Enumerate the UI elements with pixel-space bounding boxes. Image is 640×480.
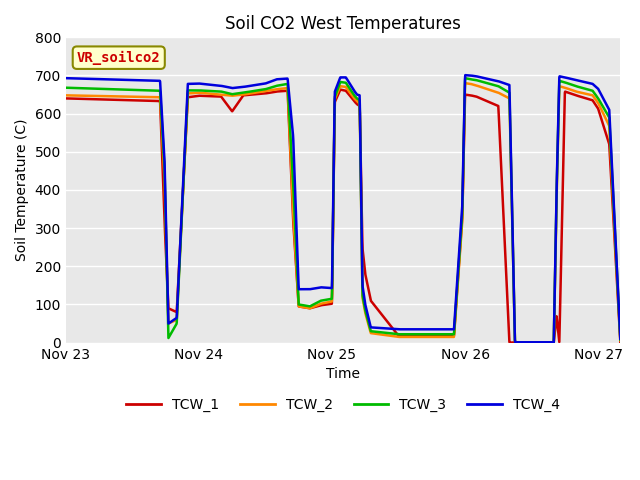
Line: TCW_1: TCW_1 [66, 90, 620, 343]
TCW_2 [90, 93, 98, 99]
TCW_3 [62, 85, 70, 91]
TCW_3 [461, 75, 469, 81]
TCW_3 [601, 107, 609, 112]
TCW_4 [317, 285, 324, 290]
TCW_2 [601, 113, 609, 119]
TCW_1 [601, 127, 609, 133]
TCW_2 [511, 339, 519, 345]
TCW_4 [601, 98, 609, 104]
TCW_1 [337, 87, 344, 93]
TCW_2 [62, 93, 70, 98]
TCW_1 [616, 339, 624, 345]
Line: TCW_3: TCW_3 [66, 78, 620, 342]
TCW_4 [90, 76, 98, 82]
TCW_1 [90, 96, 98, 102]
TCW_4 [461, 72, 469, 78]
X-axis label: Time: Time [326, 367, 360, 381]
TCW_4 [511, 339, 519, 345]
TCW_3 [616, 337, 624, 343]
Y-axis label: Soil Temperature (C): Soil Temperature (C) [15, 119, 29, 261]
TCW_4 [332, 87, 339, 93]
TCW_1 [62, 96, 70, 101]
Legend: TCW_1, TCW_2, TCW_3, TCW_4: TCW_1, TCW_2, TCW_3, TCW_4 [120, 392, 566, 418]
Title: Soil CO2 West Temperatures: Soil CO2 West Temperatures [225, 15, 461, 33]
TCW_3 [601, 107, 609, 113]
Line: TCW_4: TCW_4 [66, 75, 620, 342]
TCW_1 [317, 302, 324, 308]
TCW_3 [511, 339, 519, 345]
TCW_3 [317, 298, 324, 304]
TCW_2 [499, 92, 506, 98]
TCW_2 [317, 301, 324, 307]
TCW_1 [332, 98, 339, 104]
TCW_2 [601, 114, 609, 120]
TCW_1 [506, 340, 513, 346]
Line: TCW_2: TCW_2 [66, 83, 620, 342]
TCW_3 [499, 86, 506, 92]
TCW_4 [499, 80, 506, 85]
TCW_1 [601, 126, 609, 132]
TCW_4 [601, 98, 609, 104]
TCW_3 [90, 86, 98, 92]
TCW_4 [62, 75, 70, 81]
TCW_2 [616, 337, 624, 343]
TCW_2 [332, 95, 339, 100]
TCW_4 [616, 336, 624, 342]
Text: VR_soilco2: VR_soilco2 [77, 50, 161, 65]
TCW_3 [332, 93, 339, 98]
TCW_1 [499, 196, 506, 202]
TCW_2 [461, 80, 469, 86]
